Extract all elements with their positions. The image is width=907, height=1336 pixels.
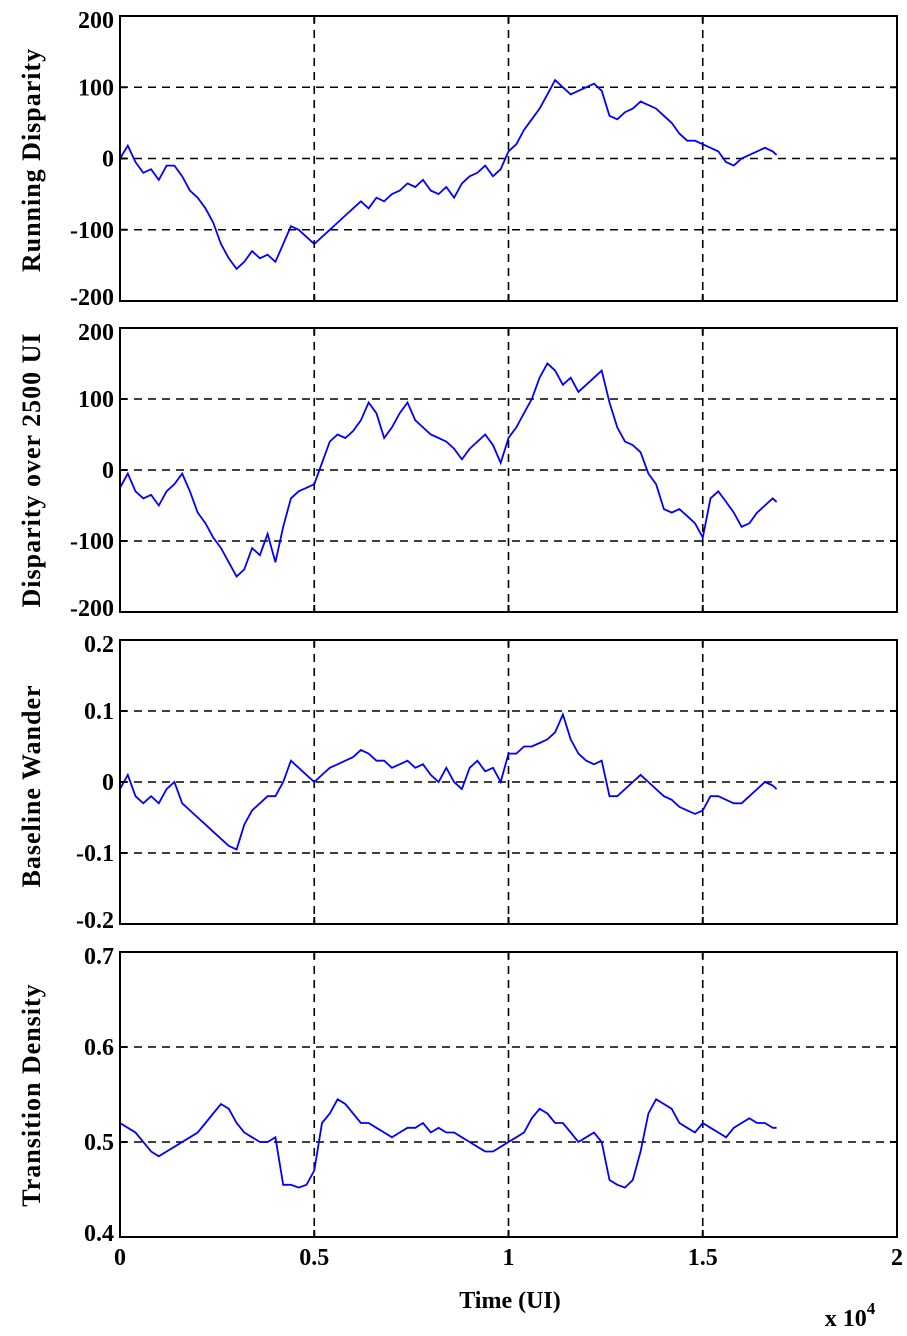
- disparity-over-2500ui-panel: -200 -100 0 100 200 Disparity over 2500 UI: [17, 320, 898, 622]
- transition-density-ytick-label: 0.7: [84, 944, 114, 970]
- transition-density-ytick-label: 0.4: [84, 1221, 114, 1247]
- running-disparity-panel: -200 -100 0 100 200 Running Disparity: [17, 8, 898, 311]
- disparity-over-2500ui-ytick-label: -100: [70, 529, 114, 555]
- transition-density-ytick-label: 0.5: [84, 1130, 114, 1156]
- disparity-over-2500ui-ytick-label: 200: [78, 320, 114, 346]
- running-disparity-ytick-label: 0: [102, 147, 114, 173]
- disparity-over-2500ui-y-axis-label: Disparity over 2500 UI: [17, 332, 46, 607]
- baseline-wander-series-line: [119, 711, 778, 851]
- transition-density-y-axis-label: Transition Density: [17, 983, 46, 1206]
- running-disparity-ytick-label: -100: [70, 218, 114, 244]
- running-disparity-ytick-label: 200: [78, 8, 114, 34]
- transition-density-xtick-label: 2: [891, 1245, 903, 1271]
- transition-density-series-line: [119, 1098, 777, 1189]
- x-axis-multiplier: x 104: [825, 1299, 876, 1332]
- transition-density-panel: 0.4 0.5 0.6 0.7 0 0.5 1 1.5 2 Transition Density: [17, 944, 903, 1271]
- running-disparity-ytick-label: -200: [70, 285, 114, 311]
- transition-density-xtick-label: 1.5: [688, 1245, 718, 1271]
- x-axis-multiplier-base: x 10: [825, 1306, 867, 1332]
- baseline-wander-panel: -0.2 -0.1 0 0.1 0.2 Baseline Wander: [17, 632, 898, 934]
- running-disparity-series-line: [119, 78, 778, 271]
- transition-density-xtick-label: 0.5: [299, 1245, 329, 1271]
- running-disparity-ytick-label: 100: [78, 75, 114, 101]
- baseline-wander-ytick-label: 0: [102, 770, 114, 796]
- baseline-wander-ytick-label: -0.1: [76, 841, 114, 867]
- transition-density-xtick-label: 0: [114, 1245, 126, 1271]
- transition-density-xtick-label: 1: [503, 1245, 515, 1271]
- disparity-over-2500ui-ytick-label: 100: [78, 387, 114, 413]
- baseline-wander-y-axis-label: Baseline Wander: [17, 684, 46, 887]
- running-disparity-y-axis-label: Running Disparity: [17, 48, 46, 272]
- baseline-wander-ytick-label: 0.2: [84, 632, 114, 658]
- x-axis-label: Time (UI): [459, 1288, 561, 1314]
- disparity-over-2500ui-ytick-label: -200: [70, 596, 114, 622]
- baseline-wander-ytick-label: -0.2: [76, 908, 114, 934]
- disparity-over-2500ui-series-line: [119, 362, 778, 578]
- baseline-wander-ytick-label: 0.1: [84, 699, 114, 725]
- transition-density-ytick-label: 0.6: [84, 1035, 114, 1061]
- x-axis-multiplier-exponent: 4: [867, 1299, 876, 1318]
- disparity-over-2500ui-ytick-label: 0: [102, 458, 114, 484]
